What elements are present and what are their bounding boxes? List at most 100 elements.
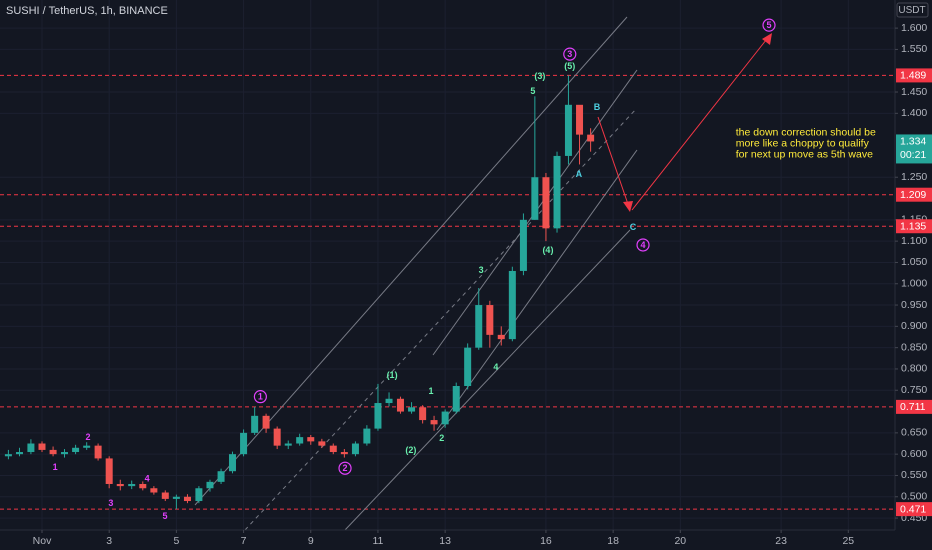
wave-circle: [563, 47, 577, 61]
candle-body: [486, 305, 494, 335]
candle-body: [329, 445, 337, 453]
level-label: 1.135: [900, 221, 926, 233]
y-tick-label: 0.800: [901, 363, 927, 375]
candle-body: [251, 415, 259, 433]
candle-body: [61, 452, 69, 455]
chart-title: SUSHI / TetherUS, 1h, BINANCE: [6, 5, 168, 17]
candle-body: [497, 334, 505, 340]
y-tick-label: 1.100: [901, 235, 927, 247]
note-line: more like a choppy to qualify: [736, 138, 870, 150]
candle-body: [441, 411, 449, 425]
wave-label: A: [576, 169, 583, 179]
candle-body: [385, 398, 393, 404]
y-tick-label: 1.000: [901, 278, 927, 290]
candle-body: [396, 398, 404, 412]
countdown: 00:21: [900, 149, 926, 161]
wave-label: C: [630, 222, 637, 232]
projection-arrow: [597, 116, 631, 211]
arrow-head: [762, 33, 772, 45]
candle-body: [72, 447, 80, 453]
candle-body: [161, 492, 169, 499]
y-tick-label: 0.600: [901, 448, 927, 460]
note-line: for next up move as 5th wave: [736, 149, 873, 161]
y-tick-label: 1.400: [901, 107, 927, 119]
candle-body: [105, 458, 113, 484]
y-tick-label: 1.050: [901, 256, 927, 268]
y-tick-label: 1.450: [901, 86, 927, 98]
candle-body: [363, 428, 371, 444]
candle-body: [408, 407, 416, 412]
wave-label: (3): [534, 71, 545, 81]
wave-circle: [338, 461, 352, 475]
y-tick-label: 0.500: [901, 491, 927, 503]
y-tick-label: 1.600: [901, 22, 927, 34]
wave-label: 2: [439, 433, 444, 443]
level-label: 1.209: [900, 189, 926, 201]
wave-label: 1: [429, 386, 434, 396]
candle-body: [553, 155, 561, 229]
x-tick-label: 16: [540, 535, 552, 547]
y-tick-label: 1.550: [901, 43, 927, 55]
candle-body: [183, 496, 191, 502]
candle-body: [38, 443, 46, 450]
last-price-badge: [896, 134, 932, 164]
candle-body: [195, 488, 203, 502]
wave-circle: [636, 238, 650, 252]
wave-label: 3: [567, 49, 572, 59]
x-tick-label: 25: [842, 535, 854, 547]
wave-label: (2): [405, 445, 416, 455]
wave-label: 4: [493, 362, 498, 372]
candle-body: [307, 437, 315, 442]
candle-body: [206, 481, 214, 489]
candle-body: [284, 443, 292, 446]
wave-label: 5: [162, 511, 167, 521]
candle-body: [94, 445, 102, 459]
level-badge: [896, 399, 932, 414]
x-tick-label: 9: [308, 535, 314, 547]
candle-body: [419, 407, 427, 421]
x-tick-label: 20: [674, 535, 686, 547]
wave-label: 2: [343, 463, 348, 473]
wave-circle: [762, 18, 776, 32]
wave-label: 3: [108, 498, 113, 508]
candle-body: [139, 483, 147, 489]
wave-label: 4: [641, 240, 646, 250]
candle-body: [464, 347, 472, 386]
level-label: 0.471: [900, 503, 926, 515]
wave-label: 3: [479, 265, 484, 275]
projection-arrow: [631, 34, 771, 211]
candle-body: [531, 177, 539, 220]
y-tick-label: 0.850: [901, 341, 927, 353]
arrow-head: [623, 201, 633, 212]
candle-body: [374, 403, 382, 429]
candle-body: [273, 428, 281, 446]
x-tick-label: 18: [607, 535, 619, 547]
candle-body: [172, 496, 180, 499]
candle-body: [4, 454, 12, 457]
wave-circle: [253, 390, 267, 404]
currency: USDT: [898, 5, 925, 16]
y-tick-label: 0.750: [901, 384, 927, 396]
candle-body: [296, 437, 304, 444]
candle-body: [475, 305, 483, 348]
candle-body: [27, 443, 35, 453]
wave-label: (1): [387, 370, 398, 380]
candle-body: [150, 488, 158, 493]
wave-label: 5: [767, 20, 772, 30]
x-tick-label: 11: [373, 535, 384, 547]
last-price-label: 1.334: [900, 136, 926, 148]
y-tick-label: 0.550: [901, 469, 927, 481]
x-tick-label: Nov: [33, 535, 52, 547]
candle-body: [217, 471, 225, 482]
candle-body: [508, 270, 516, 340]
candle-body: [228, 454, 236, 472]
level-label: 1.489: [900, 70, 926, 82]
y-tick-label: 0.900: [901, 320, 927, 332]
candle-body: [587, 134, 595, 142]
wave-label: (5): [564, 61, 575, 71]
candle-body: [519, 219, 527, 271]
x-tick-label: 3: [106, 535, 112, 547]
